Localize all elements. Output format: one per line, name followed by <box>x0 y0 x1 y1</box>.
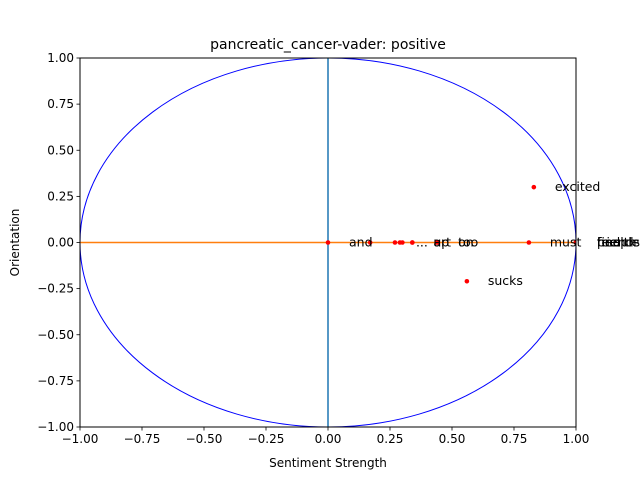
point-label: health <box>597 235 637 250</box>
x-tick-label: −0.50 <box>186 432 223 446</box>
data-point <box>526 240 532 245</box>
y-tick-label: −0.50 <box>37 328 74 342</box>
point-label: ... <box>416 235 428 250</box>
y-tick-label: 0.50 <box>47 143 74 157</box>
y-tick-label: 1.00 <box>47 51 74 65</box>
y-tick-label: 0.25 <box>47 189 74 203</box>
y-axis-label: Orientation <box>8 209 22 277</box>
point-label: art <box>433 235 451 250</box>
x-tick-label: 0.50 <box>439 432 466 446</box>
y-tick-label: −1.00 <box>37 420 74 434</box>
data-point <box>531 184 537 190</box>
point-label: fine <box>597 235 621 250</box>
x-tick-label: 0.00 <box>315 432 342 446</box>
chart-title: pancreatic_cancer-vader: positive <box>210 37 446 53</box>
data-point <box>464 278 470 284</box>
x-tick-label: −1.00 <box>62 432 99 446</box>
y-tick-label: 0.00 <box>47 236 74 250</box>
point-label: must <box>550 235 582 250</box>
point-label: too <box>458 235 478 250</box>
x-tick-label: 0.75 <box>501 432 528 446</box>
point-label: feel <box>597 235 620 250</box>
point-label: excited <box>555 179 601 194</box>
point-label: friends <box>597 235 640 250</box>
point-label: sucks <box>488 273 523 288</box>
point-label: up <box>433 235 449 250</box>
data-point <box>573 240 576 245</box>
point-label: on <box>458 235 474 250</box>
data-point <box>325 240 331 245</box>
plot-area <box>80 58 576 427</box>
data-point <box>392 240 398 245</box>
y-tick-label: 0.75 <box>47 97 74 111</box>
data-point <box>367 240 373 245</box>
point-label: people <box>597 235 640 250</box>
x-axis-label: Sentiment Strength <box>269 456 387 470</box>
y-tick-label: −0.25 <box>37 282 74 296</box>
point-label: and <box>349 235 373 250</box>
y-tick-label: −0.75 <box>37 374 74 388</box>
x-tick-label: −0.25 <box>248 432 285 446</box>
x-tick-label: −0.75 <box>124 432 161 446</box>
axis-ticks: −1.00 −0.75 −0.50 −0.25 0.00 0.25 0.50 0.75 1.00… <box>37 51 589 446</box>
x-tick-label: 0.25 <box>377 432 404 446</box>
data-point <box>410 240 415 245</box>
x-tick-label: 1.00 <box>563 432 590 446</box>
data-point <box>400 240 405 245</box>
data-point <box>434 240 440 245</box>
